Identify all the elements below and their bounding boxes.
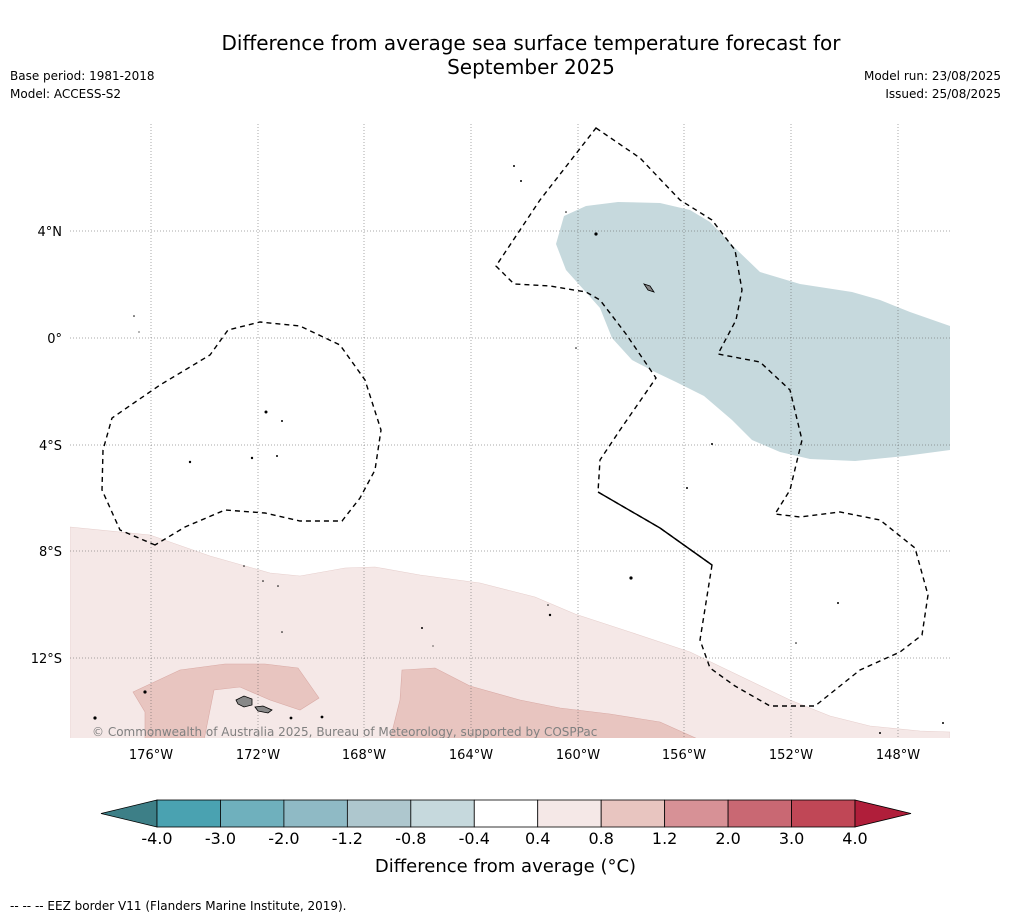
model-name: Model: ACCESS-S2 — [10, 87, 122, 101]
colorbar-segment — [537, 799, 602, 828]
map-area: © Commonwealth of Australia 2025, Bureau… — [70, 124, 950, 739]
colorbar-tick-label: 4.0 — [842, 829, 867, 848]
colorbar-title: Difference from average (°C) — [374, 856, 637, 877]
longitude-labels: 176°W 172°W 168°W 164°W 160°W 156°W 152°… — [129, 748, 920, 763]
colorbar-segment — [727, 799, 792, 828]
islands — [235, 283, 655, 714]
colorbar-tick-labels: -4.0 -3.0 -2.0 -1.2 -0.8 -0.4 0.4 0.8 1.2 2.0 3.0 4… — [141, 829, 867, 848]
base-period: Base period: 1981-2018 — [10, 69, 155, 83]
eez-border-north — [495, 127, 929, 707]
eez-legend-note: -- -- -- EEZ border V11 (Flanders Marine… — [10, 899, 347, 913]
colorbar-tick-label: 0.8 — [588, 829, 613, 848]
eez-borders — [101, 127, 929, 707]
warm-anomaly-medium-region-west — [132, 663, 320, 738]
lat-label-12s: 12°S — [31, 652, 62, 667]
colorbar-segment — [410, 799, 475, 828]
colorbar-tick-label: -0.4 — [459, 829, 490, 848]
grid-lines — [70, 124, 950, 738]
colorbar-segment — [346, 799, 412, 828]
title-line-1: Difference from average sea surface temp… — [221, 31, 841, 55]
lat-label-4s: 4°S — [39, 439, 62, 454]
lon-label-168w: 168°W — [342, 748, 386, 763]
lon-label-172w: 172°W — [236, 748, 280, 763]
island-kiritimati — [643, 283, 655, 293]
colorbar-tick-label: -0.8 — [395, 829, 426, 848]
small-islets — [93, 165, 944, 734]
colorbar-tick-label: 1.2 — [652, 829, 677, 848]
title-line-2: September 2025 — [447, 55, 615, 79]
eez-border-west — [101, 321, 382, 546]
colorbar-segment — [473, 799, 539, 828]
lat-label-0: 0° — [47, 332, 62, 347]
meta-left: Base period: 1981-2018 Model: ACCESS-S2 — [10, 67, 155, 103]
island-upolu — [254, 705, 273, 714]
colorbar-tick-label: 0.4 — [525, 829, 550, 848]
issued-date: Issued: 25/08/2025 — [885, 87, 1001, 101]
colorbar-extend-low — [100, 799, 158, 828]
lon-label-176w: 176°W — [129, 748, 173, 763]
colorbar-tick-label: 3.0 — [779, 829, 804, 848]
colorbar-tick-label: -4.0 — [141, 829, 172, 848]
lat-label-8s: 8°S — [39, 545, 62, 560]
colorbar-extend-high — [854, 799, 912, 828]
lon-label-152w: 152°W — [769, 748, 813, 763]
colorbar-segment — [156, 799, 221, 828]
warm-anomaly-medium-region-east — [390, 667, 697, 738]
chart-title: Difference from average sea surface temp… — [0, 31, 1011, 79]
latitude-labels: 4°N 0° 4°S 8°S 12°S — [31, 225, 62, 667]
copyright-text: © Commonwealth of Australia 2025, Bureau… — [92, 725, 597, 739]
colorbar-segment — [283, 799, 348, 828]
lon-label-164w: 164°W — [449, 748, 493, 763]
colorbar-segment — [791, 799, 856, 828]
lat-label-4n: 4°N — [38, 225, 63, 240]
island-savaii — [235, 695, 253, 708]
colorbar-tick-label: -3.0 — [205, 829, 236, 848]
lon-label-148w: 148°W — [876, 748, 920, 763]
colorbar — [100, 799, 912, 828]
lon-label-160w: 160°W — [556, 748, 600, 763]
eez-border-solid-segment — [597, 491, 713, 566]
colorbar-segment — [664, 799, 729, 828]
colorbar-tick-label: -2.0 — [268, 829, 299, 848]
lon-label-156w: 156°W — [662, 748, 706, 763]
model-run: Model run: 23/08/2025 — [863, 69, 1001, 83]
colorbar-segment — [600, 799, 666, 828]
colorbar-tick-label: -1.2 — [332, 829, 363, 848]
colorbar-tick-label: 2.0 — [715, 829, 740, 848]
cool-anomaly-region — [556, 202, 950, 461]
meta-right: Model run: 23/08/2025 Issued: 25/08/2025 — [864, 67, 1001, 103]
colorbar-segment — [220, 799, 285, 828]
